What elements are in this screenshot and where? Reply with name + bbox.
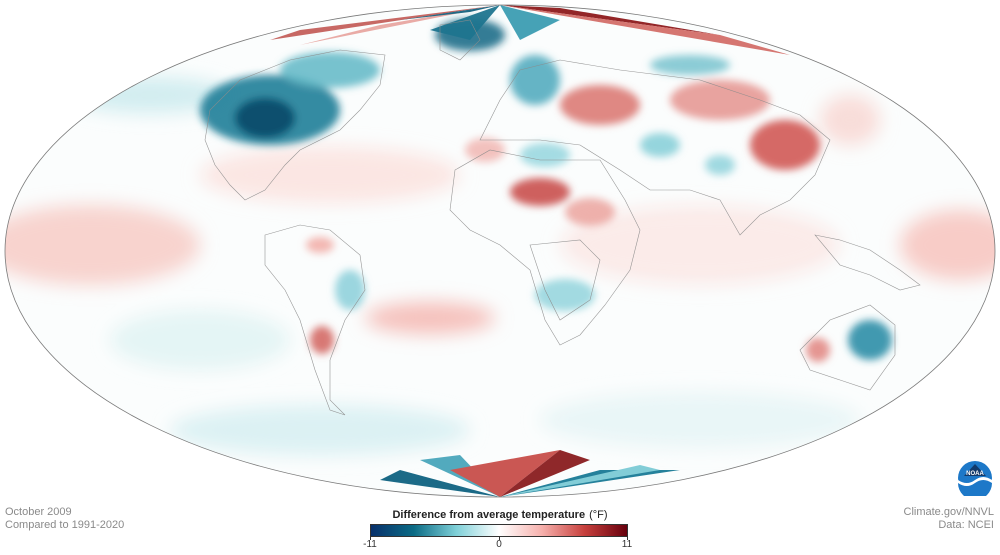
legend-max-label: 11 — [621, 539, 633, 550]
anomaly-field — [5, 5, 995, 497]
legend-title: Difference from average temperature — [392, 509, 586, 521]
baseline-label: Compared to 1991-2020 — [5, 519, 125, 531]
legend-unit: (°F) — [589, 509, 608, 521]
globe-outline — [4, 4, 996, 498]
legend-tick-mid — [499, 537, 500, 540]
legend-color-bar — [370, 524, 628, 537]
footer-right: Climate.gov/NNVL Data: NCEI — [904, 506, 994, 532]
legend-tick-max — [627, 537, 628, 540]
legend-tick-min — [370, 537, 371, 540]
noaa-logo-icon: NOAA — [958, 461, 992, 496]
footer-left: October 2009 Compared to 1991-2020 — [5, 506, 124, 532]
source-credit: Climate.gov/NNVL — [903, 506, 994, 518]
coastlines — [204, 19, 921, 416]
data-credit: Data: NCEI — [938, 519, 994, 531]
legend-mid-label: 0 — [496, 539, 502, 550]
noaa-logo-text: NOAA — [966, 471, 984, 477]
color-legend: Difference from average temperature (°F) … — [360, 508, 640, 550]
legend-min-label: -11 — [363, 539, 377, 550]
date-label: October 2009 — [5, 506, 72, 518]
temperature-anomaly-map — [4, 4, 996, 498]
legend-title-row: Difference from average temperature (°F) — [360, 508, 640, 522]
